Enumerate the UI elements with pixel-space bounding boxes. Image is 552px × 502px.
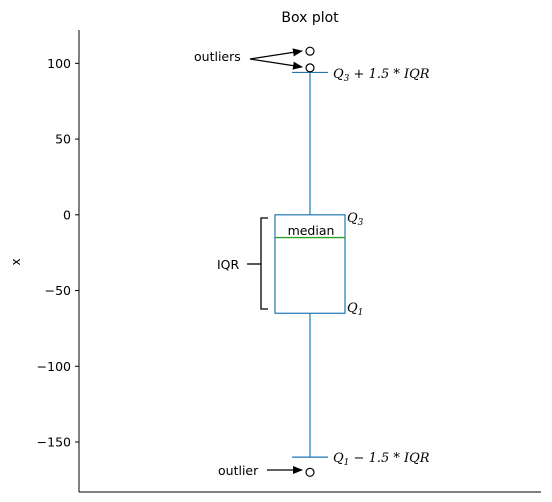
outliers-arrow-upper [249, 48, 303, 60]
chart-title: Box plot [281, 10, 339, 26]
upper-fence-label: Q3 + 1.5 * IQR [333, 67, 430, 84]
outlier-point [305, 63, 315, 73]
q3-label: Q3 [347, 211, 364, 228]
y-ticks: 100 50 0 −50 −100 −150 [37, 56, 79, 450]
outlier-label: outlier [218, 463, 259, 478]
y-tick-label: 100 [47, 56, 71, 71]
lower-fence-label: Q1 − 1.5 * IQR [333, 451, 430, 468]
y-tick-label: −50 [45, 283, 71, 298]
y-tick-label: 50 [55, 132, 71, 147]
box-plot-marks [274, 46, 346, 477]
iqr-bracket-line [260, 217, 268, 310]
median-label: median [288, 223, 335, 238]
y-tick-label: 0 [63, 207, 71, 222]
iqr-label: IQR [217, 257, 240, 272]
y-tick-label: −150 [37, 435, 71, 450]
y-axis-label: x [9, 258, 23, 265]
y-tick-label: −100 [37, 359, 71, 374]
outliers-annotation: outliers [194, 48, 303, 70]
q1-label: Q1 [347, 301, 363, 318]
outliers-label: outliers [194, 49, 241, 64]
outlier-annotation: outlier [218, 463, 303, 478]
iqr-bracket: IQR [217, 217, 268, 310]
outliers-arrow-lower [249, 58, 303, 70]
outlier-point [305, 46, 315, 56]
outlier-point [305, 467, 315, 477]
